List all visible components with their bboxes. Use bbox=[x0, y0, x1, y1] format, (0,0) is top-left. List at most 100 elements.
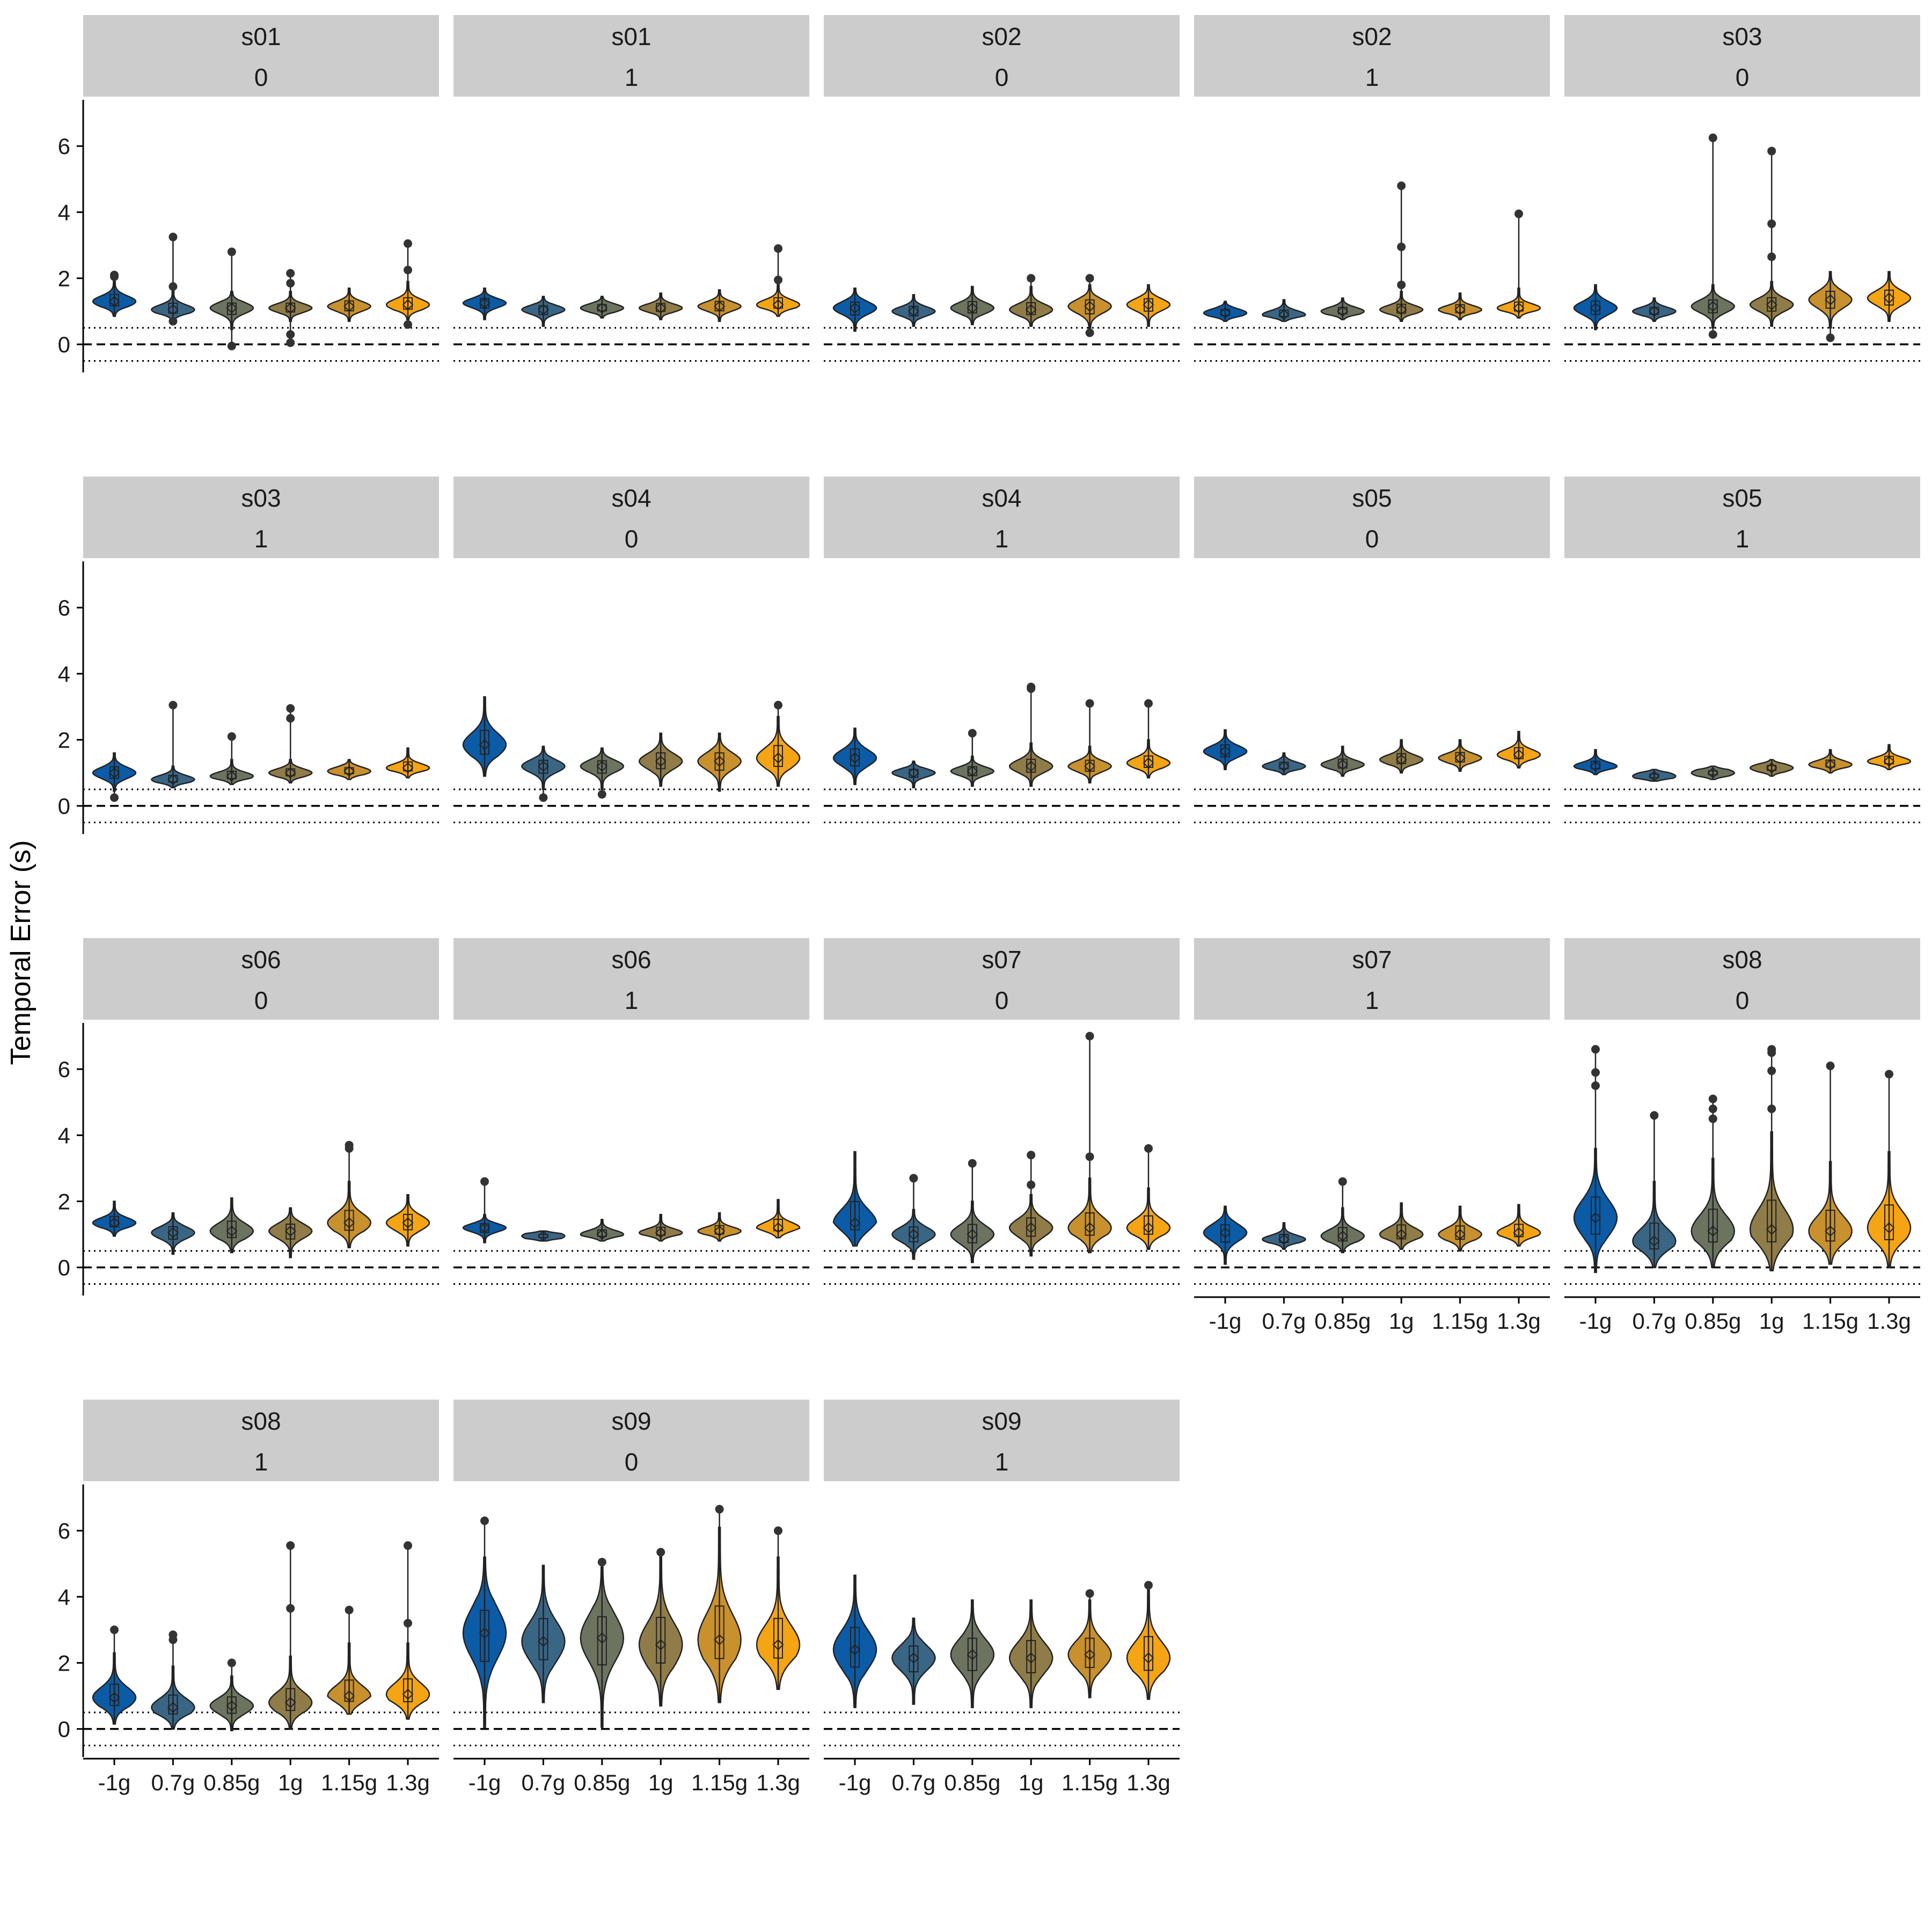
median-marker bbox=[908, 1652, 919, 1664]
outlier-point bbox=[1144, 1580, 1153, 1590]
violin-1.15g bbox=[1067, 1031, 1112, 1254]
median-marker bbox=[1766, 299, 1777, 311]
outlier-point bbox=[169, 1635, 178, 1644]
median-marker bbox=[908, 1228, 919, 1240]
outlier-point bbox=[1397, 243, 1406, 252]
box bbox=[538, 1618, 548, 1660]
facet-condition-label: 0 bbox=[625, 1448, 639, 1476]
outlier-point bbox=[1144, 1144, 1153, 1153]
panel-s01-0: s01 0 0 2 4 6 bbox=[58, 15, 439, 372]
violin-0.7g bbox=[891, 1174, 936, 1260]
median-marker bbox=[596, 760, 608, 772]
box bbox=[226, 1220, 237, 1238]
violin-1g bbox=[1008, 274, 1053, 327]
box bbox=[1514, 1224, 1524, 1238]
box bbox=[403, 761, 413, 772]
violin-1.3g bbox=[756, 244, 801, 317]
facet-strip bbox=[824, 15, 1180, 97]
violin-1.3g bbox=[385, 1541, 430, 1720]
median-marker bbox=[908, 305, 919, 317]
outlier-point bbox=[227, 341, 236, 350]
violin-1.15g bbox=[1067, 274, 1112, 338]
x-tick-label: -1g bbox=[839, 1770, 872, 1795]
violin-0.85g bbox=[209, 1197, 254, 1254]
violin-1g bbox=[1008, 1151, 1053, 1257]
median-marker bbox=[967, 1649, 978, 1660]
violin-0.85g bbox=[1690, 1094, 1736, 1268]
violin-1.3g bbox=[1867, 1070, 1912, 1268]
median-marker bbox=[402, 762, 414, 774]
violin-1g bbox=[268, 269, 313, 347]
y-tick-label: 2 bbox=[58, 1651, 70, 1676]
violin-0.7g bbox=[1262, 1222, 1306, 1250]
median-marker bbox=[284, 1696, 296, 1708]
median-marker bbox=[1454, 304, 1466, 316]
violin-1g bbox=[1379, 181, 1424, 322]
outlier-point bbox=[1514, 209, 1523, 218]
box bbox=[1144, 1636, 1153, 1671]
outlier-point bbox=[1767, 1066, 1776, 1075]
facet-subject-label: s03 bbox=[1722, 23, 1762, 50]
facet-strip bbox=[824, 1400, 1180, 1481]
facet-strip bbox=[83, 15, 439, 97]
box bbox=[1884, 1204, 1894, 1240]
violin-1.15g bbox=[697, 1212, 742, 1242]
violin-0.85g bbox=[580, 296, 625, 319]
x-tick-label: 1.15g bbox=[321, 1770, 377, 1795]
violin-0.85g bbox=[1320, 1177, 1365, 1254]
facet-strip bbox=[83, 938, 439, 1020]
box bbox=[773, 745, 783, 767]
outlier-point bbox=[1027, 1180, 1036, 1189]
violin--1g bbox=[92, 752, 137, 802]
facet-strip bbox=[453, 15, 809, 97]
median-marker bbox=[167, 1702, 179, 1714]
outlier-point bbox=[1027, 1151, 1036, 1160]
facet-strip bbox=[83, 477, 439, 558]
violin-0.85g bbox=[1690, 765, 1736, 780]
violin-0.7g bbox=[1632, 1111, 1677, 1268]
median-marker bbox=[1766, 1224, 1777, 1235]
median-marker bbox=[1025, 1652, 1037, 1664]
outlier-point bbox=[1027, 684, 1036, 693]
violin-1.15g bbox=[697, 732, 742, 792]
panel-s06-0: s06 0 0 2 4 6 bbox=[58, 938, 439, 1296]
median-marker bbox=[479, 739, 491, 751]
median-marker bbox=[1648, 770, 1660, 782]
outlier-point bbox=[1085, 1031, 1094, 1041]
y-tick-label: 0 bbox=[58, 794, 70, 819]
x-tick-label: -1g bbox=[469, 1770, 501, 1795]
violin-1.3g bbox=[1867, 270, 1912, 322]
violin-0.7g bbox=[151, 232, 195, 326]
facet-strip bbox=[453, 1400, 809, 1481]
median-marker bbox=[849, 1217, 861, 1228]
violin-1.3g bbox=[1867, 744, 1912, 771]
violin-1.15g bbox=[1808, 270, 1853, 342]
median-marker bbox=[1395, 1228, 1407, 1240]
outlier-point bbox=[1591, 1045, 1600, 1054]
violin-1.3g bbox=[1126, 284, 1171, 327]
median-marker bbox=[1766, 762, 1777, 774]
panel-s08-0: s08 0 -1g 0.7g 0.85g 1g 1.15g 1.3g bbox=[1564, 938, 1920, 1334]
violin-1g bbox=[268, 1207, 313, 1258]
outlier-point bbox=[1708, 1104, 1717, 1114]
median-marker bbox=[967, 302, 978, 314]
outlier-point bbox=[1085, 699, 1094, 708]
facet-condition-label: 0 bbox=[1736, 986, 1750, 1014]
median-marker bbox=[655, 1639, 667, 1651]
facet-subject-label: s08 bbox=[1722, 946, 1762, 974]
x-tick-label: 0.85g bbox=[574, 1770, 630, 1795]
outlier-point bbox=[286, 714, 295, 723]
violin-1.15g bbox=[1438, 1205, 1482, 1252]
median-marker bbox=[655, 1227, 667, 1239]
outlier-point bbox=[227, 1658, 236, 1667]
outlier-point bbox=[1708, 330, 1717, 339]
violin-0.7g bbox=[1632, 769, 1677, 782]
x-tick-label: 1.15g bbox=[1432, 1308, 1488, 1334]
outlier-point bbox=[1767, 1048, 1776, 1057]
box bbox=[403, 1678, 413, 1702]
violin-0.85g bbox=[950, 729, 995, 787]
violin-0.85g bbox=[1690, 133, 1736, 339]
median-marker bbox=[402, 299, 414, 311]
